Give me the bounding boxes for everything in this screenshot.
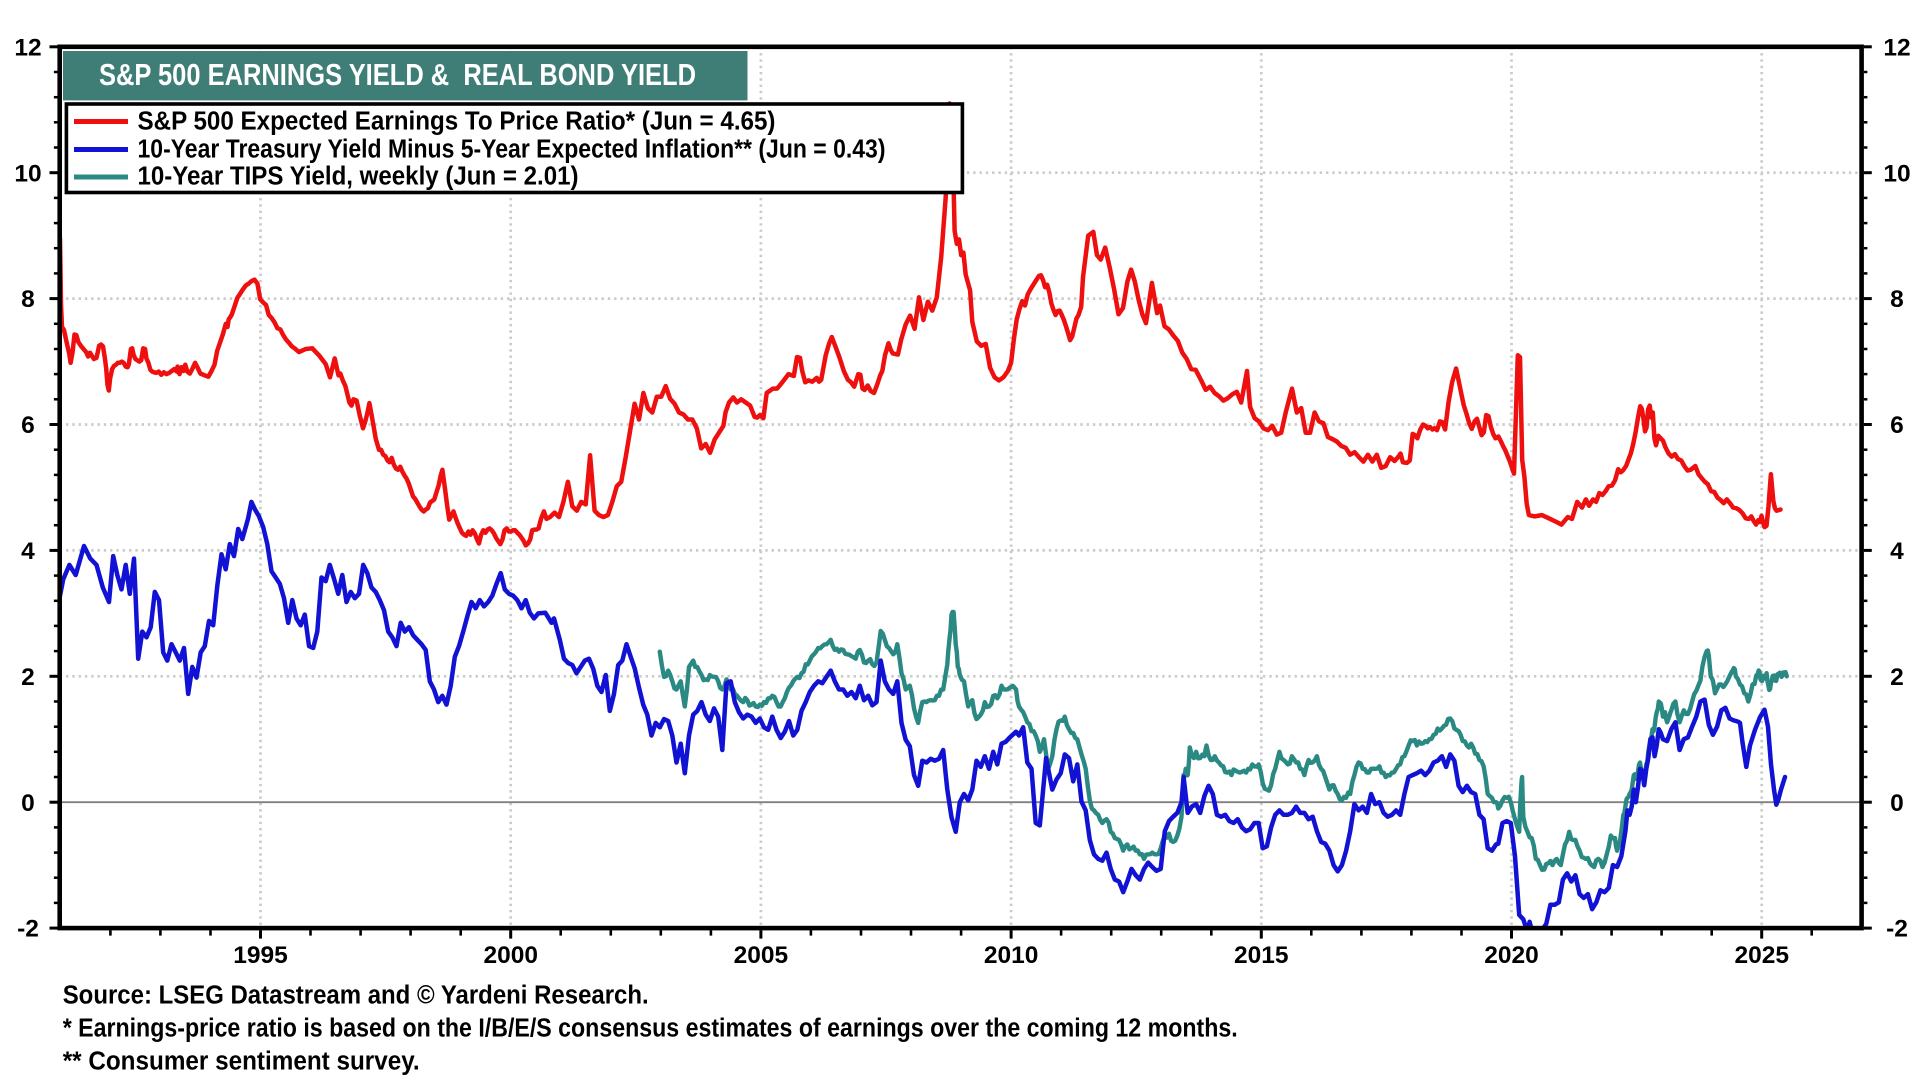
svg-text:2: 2 — [1890, 664, 1904, 691]
svg-text:0: 0 — [21, 790, 35, 817]
svg-text:10-Year Treasury Yield Minus 5: 10-Year Treasury Yield Minus 5-Year Expe… — [138, 136, 886, 164]
svg-text:2: 2 — [21, 664, 35, 691]
svg-text:8: 8 — [1890, 286, 1904, 313]
svg-text:2000: 2000 — [483, 942, 538, 969]
svg-text:10: 10 — [14, 160, 41, 187]
svg-text:8: 8 — [21, 286, 35, 313]
svg-text:12: 12 — [14, 34, 41, 61]
svg-text:2005: 2005 — [734, 942, 789, 969]
svg-text:2015: 2015 — [1234, 942, 1289, 969]
svg-text:12: 12 — [1883, 34, 1910, 61]
svg-text:* Earnings-price ratio is base: * Earnings-price ratio is based on the I… — [63, 1015, 1238, 1043]
svg-text:6: 6 — [21, 412, 35, 439]
svg-text:-2: -2 — [17, 916, 39, 943]
svg-text:2020: 2020 — [1484, 942, 1539, 969]
svg-text:10: 10 — [1883, 160, 1910, 187]
svg-text:S&P 500 EARNINGS YIELD & REAL: S&P 500 EARNINGS YIELD & REAL BOND YIELD — [99, 58, 696, 92]
svg-text:4: 4 — [1890, 538, 1904, 565]
svg-text:2010: 2010 — [984, 942, 1039, 969]
svg-text:-2: -2 — [1886, 916, 1908, 943]
svg-text:** Consumer sentiment survey.: ** Consumer sentiment survey. — [63, 1048, 420, 1076]
svg-text:1995: 1995 — [233, 942, 288, 969]
svg-text:10-Year TIPS Yield, weekly (Ju: 10-Year TIPS Yield, weekly (Jun = 2.01) — [138, 163, 579, 191]
svg-text:0: 0 — [1890, 790, 1904, 817]
svg-text:Source: LSEG Datastream and ©: Source: LSEG Datastream and © Yardeni Re… — [63, 981, 649, 1009]
svg-text:6: 6 — [1890, 412, 1904, 439]
svg-text:2025: 2025 — [1734, 942, 1789, 969]
svg-text:4: 4 — [21, 538, 35, 565]
svg-text:S&P 500 Expected Earnings To P: S&P 500 Expected Earnings To Price Ratio… — [138, 108, 776, 136]
